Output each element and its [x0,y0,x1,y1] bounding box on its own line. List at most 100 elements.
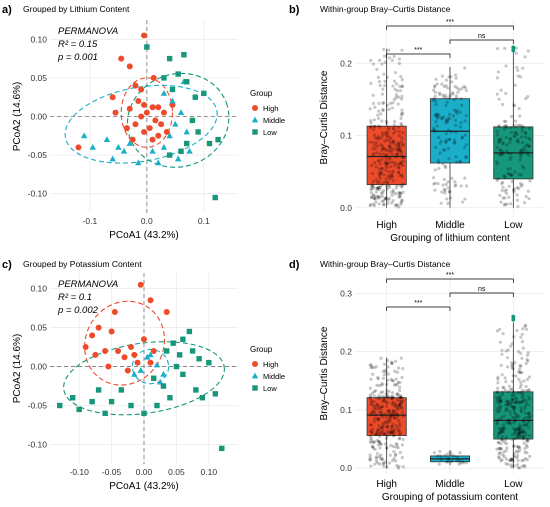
jitter-point-high [385,405,388,408]
jitter-point-low [496,133,499,136]
point-high [152,117,158,123]
jitter-point-middle [434,182,437,185]
jitter-point-high [402,465,405,468]
jitter-point-high [391,59,394,62]
point-low [207,141,212,146]
jitter-point-high [388,56,391,59]
jitter-point-low [500,353,503,356]
jitter-point-low [518,402,521,405]
jitter-point-high [397,126,400,129]
jitter-point-low [503,427,506,430]
jitter-point-high [387,170,390,173]
jitter-point-high [399,192,402,195]
jitter-point-middle [463,197,466,200]
jitter-point-high [374,389,377,392]
jitter-point-middle [440,202,443,205]
jitter-point-high [371,373,374,376]
jitter-point-high [373,133,376,136]
point-low [109,399,114,404]
jitter-point-low [496,146,499,149]
jitter-point-high [386,425,389,428]
jitter-point-low [496,177,499,180]
jitter-point-low [501,386,504,389]
jitter-point-high [382,189,385,192]
legend-key-low [252,129,257,134]
jitter-point-low [508,385,511,388]
jitter-point-low [499,400,502,403]
point-low [70,395,75,400]
jitter-point-high [369,107,372,110]
jitter-point-low [514,419,517,422]
jitter-point-low [500,89,503,92]
jitter-point-high [400,49,403,52]
jitter-point-high [400,357,403,360]
jitter-point-high [397,96,400,99]
jitter-point-middle [447,180,450,183]
jitter-point-high [391,391,394,394]
jitter-point-middle [455,160,458,163]
jitter-point-low [512,367,515,370]
jitter-point-high [372,128,375,131]
jitter-point-high [379,357,382,360]
jitter-point-middle [445,79,448,82]
point-low [193,387,198,392]
jitter-point-low [524,55,527,58]
y-tick-label: -0.10 [28,440,48,450]
jitter-point-high [383,84,386,87]
point-low [180,337,185,342]
jitter-point-high [393,124,396,127]
jitter-point-middle [441,74,444,77]
jitter-point-high [392,140,395,143]
jitter-point-middle [453,141,456,144]
jitter-point-low [499,447,502,450]
jitter-point-high [371,153,374,156]
jitter-point-low [511,438,514,441]
jitter-point-high [370,431,373,434]
x-tick-label: 0.05 [168,467,185,477]
jitter-point-high [397,366,400,369]
legend-label-middle: Middle [263,372,285,381]
jitter-point-middle [454,155,457,158]
jitter-point-low [525,358,528,361]
jitter-point-middle [439,458,442,461]
permanova-annotation: p = 0.002 [57,305,99,316]
jitter-point-high [399,122,402,125]
jitter-point-high [394,413,397,416]
point-low [154,403,159,408]
jitter-point-high [393,98,396,101]
jitter-point-high [400,97,403,100]
jitter-point-low [496,381,499,384]
jitter-point-middle [454,183,457,186]
jitter-point-high [398,386,401,389]
jitter-point-high [399,117,402,120]
jitter-point-high [385,138,388,141]
jitter-point-high [378,180,381,183]
jitter-point-high [397,404,400,407]
jitter-point-high [385,383,388,386]
permanova-annotation: p = 0.001 [57,52,98,63]
boxplot-lithium: 0.00.10.2High Middle Low***ns***Grouping o… [319,19,545,244]
jitter-point-high [394,404,397,407]
x-tick-label: -0.10 [69,467,89,477]
jitter-point-high [392,450,395,453]
jitter-point-low [500,416,503,419]
point-low [195,129,200,134]
jitter-point-high [398,85,401,88]
point-low [167,152,172,157]
point-high [131,352,137,358]
jitter-point-low [496,47,499,50]
point-high [138,282,144,288]
jitter-point-low [516,445,519,448]
jitter-point-high [382,424,385,427]
jitter-point-middle [459,160,462,163]
jitter-point-high [382,465,385,468]
y-axis-title: PCoA2 (14.6%) [12,334,23,403]
jitter-point-high [396,371,399,374]
point-low [181,52,186,57]
jitter-point-low [515,436,518,439]
jitter-point-high [402,144,405,147]
jitter-point-low [513,190,516,193]
jitter-point-high [380,192,383,195]
jitter-point-low [517,466,520,469]
jitter-point-high [401,443,404,446]
